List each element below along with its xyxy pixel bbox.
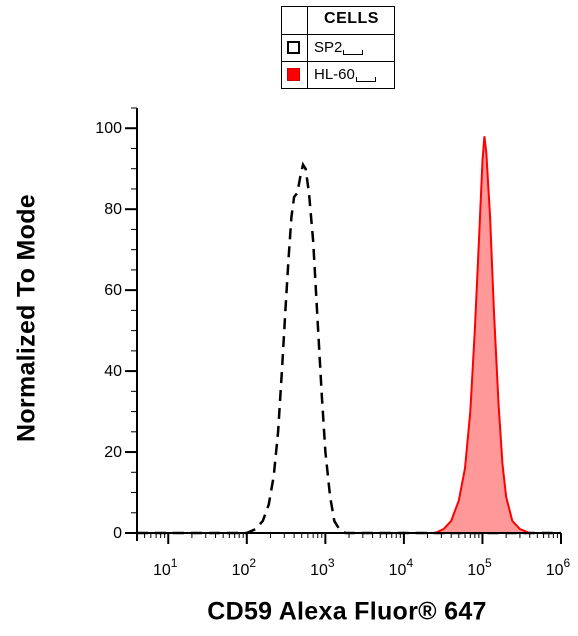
- y-tick-label: 0: [113, 525, 122, 542]
- x-tick-label: 105: [467, 556, 492, 579]
- legend-line-sample: [355, 77, 376, 82]
- legend-item-hl60: HL-60: [282, 61, 394, 88]
- legend-label-sp2: SP2: [314, 39, 343, 56]
- x-tick-label: 102: [232, 556, 257, 579]
- legend-swatch-hl60: [287, 68, 300, 81]
- series-line-1: [137, 136, 561, 534]
- y-tick-label: 20: [104, 444, 122, 461]
- legend-line-sample: [343, 50, 364, 55]
- legend-title: CELLS: [324, 10, 379, 27]
- x-tick-label: 103: [310, 556, 335, 579]
- x-tick-label: 101: [153, 556, 178, 579]
- legend-divider: [307, 7, 308, 88]
- series-line-0: [137, 161, 561, 535]
- series-fill-1: [137, 136, 561, 534]
- x-tick-label: 106: [546, 556, 571, 579]
- x-axis-label: CD59 Alexa Fluor® 647: [207, 597, 487, 626]
- y-tick-label: 60: [104, 282, 122, 299]
- y-tick-label: 80: [104, 201, 122, 218]
- legend-swatch-sp2: [287, 41, 300, 54]
- y-tick-label: 40: [104, 363, 122, 380]
- legend-header: CELLS: [282, 7, 394, 34]
- y-tick-label: 100: [95, 120, 122, 137]
- legend-label-hl60: HL-60: [314, 66, 355, 83]
- x-tick-label: 104: [389, 556, 414, 579]
- y-axis-label: Normalized To Mode: [12, 193, 41, 443]
- legend-item-sp2: SP2: [282, 34, 394, 61]
- legend: CELLS SP2 HL-60: [281, 6, 395, 89]
